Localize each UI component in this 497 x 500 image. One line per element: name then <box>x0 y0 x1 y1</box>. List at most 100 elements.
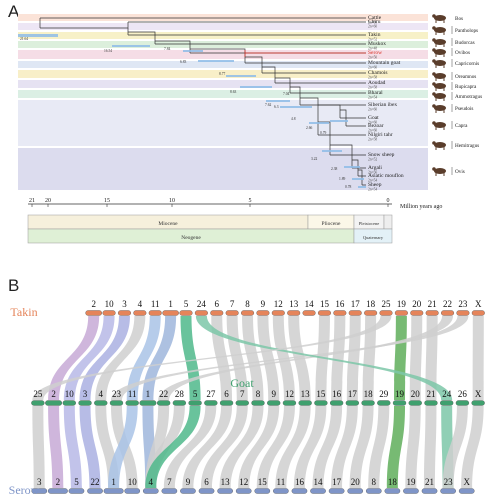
chromosome-label: 16 <box>335 299 345 309</box>
period-neogene-label: Neogene <box>181 235 201 241</box>
chromosome-label: 20 <box>411 389 421 399</box>
band-capra <box>18 100 428 146</box>
chromosome-bar <box>271 310 285 316</box>
chromosome-bar <box>87 488 103 494</box>
taxon-label: Argali <box>368 165 382 171</box>
chromosome-bar <box>317 310 331 316</box>
chromosome-label: 9 <box>261 299 266 309</box>
synteny-ribbon <box>472 316 484 400</box>
chromosome-bar <box>254 488 271 494</box>
chromosome-bar <box>425 310 439 316</box>
taxon-chromosome-number: 2n=52 <box>368 38 377 42</box>
node-age-label: 7.04 <box>283 92 289 96</box>
genus-label: Ovibos <box>455 50 470 56</box>
synteny-ribbon <box>180 316 201 400</box>
taxon-chromosome-number: 2n=58 <box>368 76 377 80</box>
chromosome-bar <box>392 400 407 406</box>
chromosome-label: 22 <box>443 299 452 309</box>
animal-silhouette-icon <box>432 92 446 101</box>
synteny-ribbon <box>219 406 264 488</box>
node-age-label: 3.22 <box>311 157 317 161</box>
chromosome-bar <box>241 310 255 316</box>
time-tick-label: 20 <box>45 198 51 204</box>
chromosome-label: 21 <box>428 299 437 309</box>
chromosome-bar <box>273 488 289 494</box>
taxon-chromosome-number: 2n=54 <box>368 188 377 192</box>
synteny-ribbon <box>272 316 295 400</box>
chromosome-bars: 2 10 3 4 11 1 5 24 6 7 8 9 12 13 14 15 16 17 18 25 19 20 21 22 2… <box>31 299 485 494</box>
chromosome-label: 1 <box>146 389 151 399</box>
epoch-pleistocene-label: Pleistocene <box>359 221 380 226</box>
genus-label: Pantholops <box>455 28 478 34</box>
genus-label: Ammotragus <box>455 94 482 100</box>
chromosome-bar <box>471 310 485 316</box>
chromosome-bar <box>328 488 345 494</box>
node-age-labels: 21.64 16.54 7.84 6.83 8.77 8.63 7.62 6.3 7.04 4.8… <box>20 37 351 189</box>
node-age-label: 8.63 <box>230 90 236 94</box>
chromosome-label: 11 <box>277 477 286 487</box>
chromosome-label: 18 <box>364 389 374 399</box>
synteny-ribbon <box>126 316 161 400</box>
synteny-ribbon <box>182 406 233 488</box>
chromosome-bar <box>125 400 139 406</box>
synteny-ribbon <box>32 316 392 400</box>
chromosome-bar <box>210 310 224 316</box>
animal-silhouette-icon <box>432 121 446 130</box>
chromosome-bar <box>225 310 239 316</box>
chromosome-bar <box>235 488 252 494</box>
synteny-ribbon <box>424 406 437 488</box>
chromosome-label: 4 <box>138 299 143 309</box>
animal-silhouette-icon <box>432 72 446 81</box>
chromosome-label: 6 <box>204 477 209 487</box>
chromosome-label: 10 <box>105 299 115 309</box>
chromosome-label: 19 <box>395 389 405 399</box>
chromosome-bar <box>440 488 456 494</box>
synteny-ribbon <box>409 316 423 400</box>
synteny-ribbon <box>331 406 358 488</box>
chromosome-bar <box>403 488 419 494</box>
chromosome-bar <box>347 488 364 494</box>
node-age-label: 8.77 <box>219 72 225 76</box>
panel-b-label: B <box>8 276 20 295</box>
chromosome-label: 20 <box>351 477 361 487</box>
synteny-ribbon <box>108 406 138 488</box>
taxon-chromosome-number: 2n=60 <box>368 108 377 112</box>
taxon-label: Sheep <box>368 182 382 188</box>
chromosome-label: 15 <box>320 299 330 309</box>
chromosome-label: 22 <box>91 477 100 487</box>
chromosome-label: 14 <box>305 299 315 309</box>
synteny-ribbon <box>79 406 101 488</box>
chromosome-bar <box>421 488 438 494</box>
node-age-label: 7.84 <box>164 47 170 51</box>
chromosome-bar <box>117 310 131 316</box>
taxon-chromosome-number: 2n=60 <box>368 21 377 25</box>
synteny-ribbon <box>386 406 406 488</box>
chromosome-label: X <box>463 477 470 487</box>
period-quaternary <box>353 228 393 244</box>
chromosome-bar <box>47 488 68 494</box>
chromosome-bar <box>441 310 455 316</box>
chromosome-label: 2 <box>51 389 56 399</box>
chromosome-bar <box>424 400 438 406</box>
phylogenetic-tree: Cattle2n=60Chiru2n=60Takin2n=52Muskox2n=… <box>18 14 482 244</box>
node-confidence-bars <box>18 34 366 188</box>
chromosome-label: 7 <box>230 299 235 309</box>
genus-label: Oreamnos <box>455 74 476 80</box>
chromosome-label: 12 <box>239 477 248 487</box>
chromosome-label: 3 <box>83 389 88 399</box>
chromosome-bar <box>345 400 359 406</box>
chromosome-bar <box>333 310 347 316</box>
chromosome-label: 13 <box>289 299 299 309</box>
chromosome-label: 6 <box>224 389 229 399</box>
synteny-ribbon <box>405 406 421 488</box>
chromosome-label: 4 <box>99 389 104 399</box>
synteny-ribbon <box>195 316 453 400</box>
species-labels: Takin Goat Serow <box>9 305 255 497</box>
band-serow <box>18 50 428 59</box>
node-age-label: 21.64 <box>20 37 28 41</box>
band-ovis <box>18 148 428 190</box>
genus-label: Ovis <box>455 169 465 175</box>
synteny-ribbon <box>288 316 311 400</box>
chromosome-bar <box>217 488 233 494</box>
chromosome-label: 26 <box>458 389 468 399</box>
